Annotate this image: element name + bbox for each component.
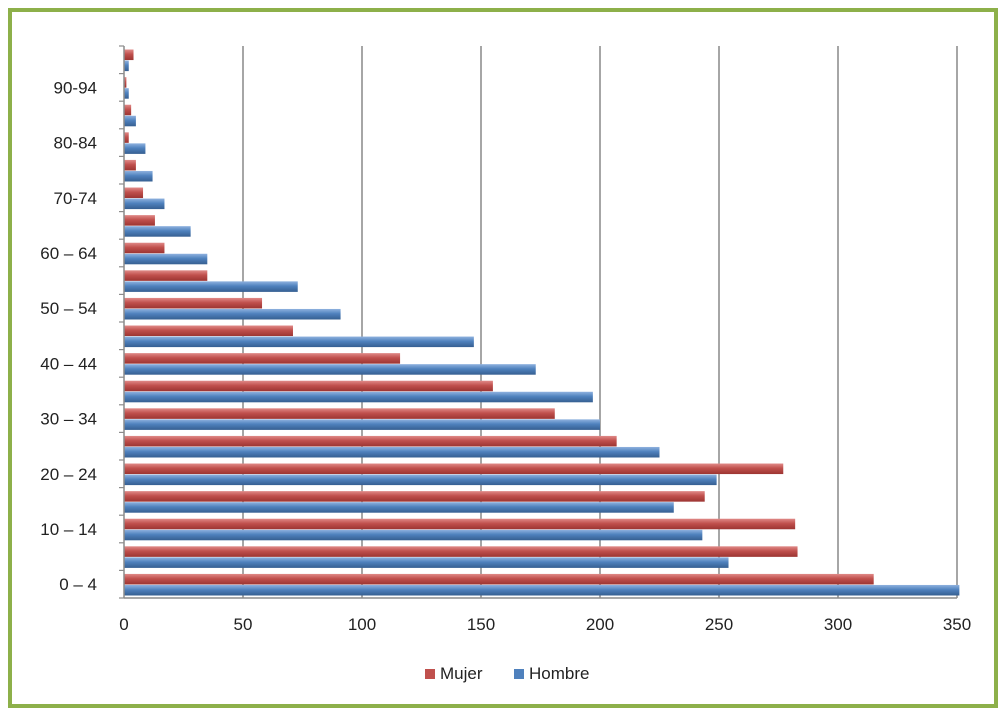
axes [119,45,957,599]
tick-labels: 0 50 100 150 200 250 300 350 0 – 4 10 – 14 20 – 24… [40,78,971,634]
bar-hombre-15 [124,170,153,182]
y-tick-label-10: 50 – 54 [40,299,97,318]
bars [124,49,960,596]
legend: Mujer Hombre [425,664,589,683]
x-tick-label-0: 0 [119,615,128,634]
x-tick-label-300: 300 [824,615,852,634]
gridlines [242,46,958,598]
bar-hombre-14 [124,198,165,210]
bar-hombre-4 [124,474,717,486]
bar-mujer-0 [124,573,874,585]
bar-mujer-18 [124,77,127,88]
bar-mujer-11 [124,270,208,281]
legend-swatch-mujer [425,669,435,679]
bar-mujer-12 [124,242,165,254]
bar-mujer-17 [124,104,132,116]
bar-hombre-8 [124,364,536,375]
bar-hombre-17 [124,115,136,127]
bar-hombre-10 [124,308,341,320]
x-tick-label-350: 350 [943,615,971,634]
bar-mujer-14 [124,187,144,199]
y-tick-label-2: 10 – 14 [40,520,97,539]
bar-hombre-18 [124,88,129,99]
bar-hombre-3 [124,502,674,513]
y-tick-label-12: 60 – 64 [40,244,97,263]
bar-mujer-1 [124,546,798,557]
bar-hombre-7 [124,391,593,403]
bar-mujer-5 [124,435,617,447]
bar-hombre-0 [124,584,960,596]
bar-mujer-10 [124,297,263,309]
bar-mujer-13 [124,215,155,226]
bar-mujer-19 [124,49,134,61]
bar-hombre-19 [124,60,129,72]
legend-label-mujer: Mujer [440,664,483,683]
bar-mujer-8 [124,353,401,364]
y-tick-label-18: 90-94 [54,78,97,97]
y-tick-label-6: 30 – 34 [40,410,97,429]
legend-swatch-hombre [514,669,524,679]
x-tick-label-250: 250 [705,615,733,634]
y-tick-label-4: 20 – 24 [40,465,97,484]
y-tick-label-8: 40 – 44 [40,354,97,373]
bar-mujer-16 [124,132,129,143]
legend-label-hombre: Hombre [529,664,589,683]
x-tick-label-50: 50 [234,615,253,634]
bar-hombre-13 [124,226,191,237]
bar-hombre-16 [124,143,146,154]
bar-mujer-15 [124,159,136,171]
x-tick-label-200: 200 [586,615,614,634]
bar-mujer-6 [124,408,555,419]
y-tick-label-14: 70-74 [54,189,97,208]
bar-mujer-4 [124,463,784,475]
bar-mujer-3 [124,491,705,502]
x-tick-label-100: 100 [348,615,376,634]
bar-mujer-7 [124,380,493,392]
bar-hombre-1 [124,557,729,568]
y-tick-label-16: 80-84 [54,134,97,153]
bar-hombre-5 [124,446,660,458]
bar-mujer-9 [124,325,293,337]
bar-hombre-12 [124,253,208,265]
bar-hombre-11 [124,281,298,292]
bar-mujer-2 [124,518,796,530]
bar-hombre-9 [124,336,474,348]
bar-hombre-2 [124,529,703,541]
x-tick-label-150: 150 [467,615,495,634]
bar-hombre-6 [124,419,600,430]
y-tick-label-0: 0 – 4 [59,575,97,594]
